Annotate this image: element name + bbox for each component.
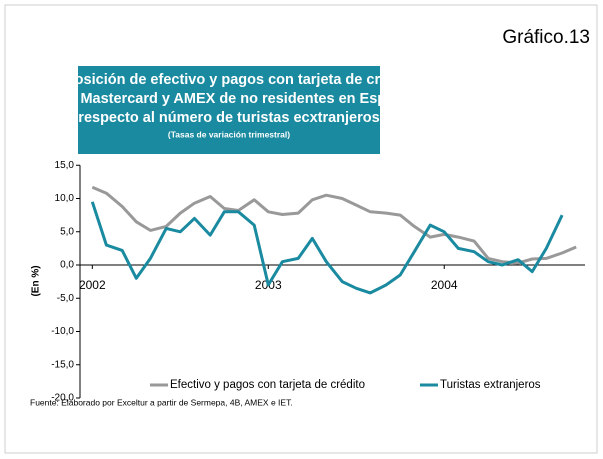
legend-label: Efectivo y pagos con tarjeta de crédito — [170, 379, 365, 391]
y-tick-label: 15,0 — [55, 160, 75, 171]
figure-label: Gráfico.13 — [502, 27, 590, 48]
y-tick-label: -10,0 — [51, 326, 74, 337]
title-line: respecto al número de turistas ecxtranje… — [78, 110, 379, 126]
y-tick-label: -15,0 — [51, 359, 74, 370]
legend-label: Turistas extranjeros — [440, 379, 541, 391]
y-tick-label: 0,0 — [60, 260, 74, 271]
title-box — [78, 66, 380, 154]
series-line — [91, 185, 577, 265]
y-axis-label: (En %) — [31, 265, 42, 296]
y-tick-label: 5,0 — [60, 226, 74, 237]
y-tick-label: -5,0 — [57, 293, 75, 304]
y-tick-label: 10,0 — [55, 193, 75, 204]
subtitle: (Tasas de variación trimestral) — [168, 129, 290, 139]
title-line: Visa Mastercard y AMEX de no residentes … — [47, 91, 412, 107]
series-line — [90, 201, 564, 295]
y-tick-label: -20,0 — [51, 393, 74, 404]
x-tick-label: 2002 — [79, 278, 106, 292]
source: Fuente: Elaborado por Exceltur a partir … — [30, 397, 293, 407]
title-line: Disposición de efectivo y pagos con tarj… — [43, 72, 415, 88]
x-tick-label: 2004 — [431, 278, 458, 292]
